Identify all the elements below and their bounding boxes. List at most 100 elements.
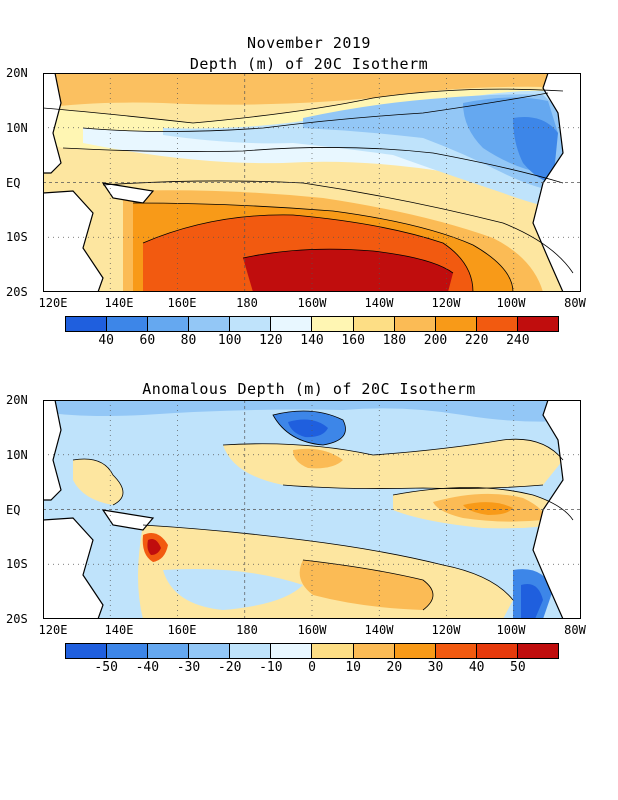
depth-colorbar-swatch (271, 317, 313, 331)
depth-colorbar (65, 316, 559, 332)
anomaly-y-label-10n: 10N (6, 448, 28, 462)
anomaly-y-label-10s: 10S (6, 557, 28, 571)
anomaly-colorbar-tick-label: 20 (386, 660, 403, 675)
anomaly-x-label-100w: 100W (496, 623, 526, 637)
depth-x-label-80w: 80W (564, 296, 586, 310)
anomaly-x-label-120w: 120W (431, 623, 461, 637)
depth-band-south-dark-red (243, 249, 453, 292)
anomaly-colorbar-swatch (394, 644, 436, 658)
depth-colorbar-tick-label: 80 (180, 333, 197, 348)
depth-y-label-eq: EQ (6, 176, 21, 190)
anomaly-x-label-160e: 160E (167, 623, 197, 637)
anomaly-colorbar-tick-label: 10 (345, 660, 361, 675)
anomaly-map-frame (43, 400, 581, 619)
anomaly-y-label-eq: EQ (6, 503, 21, 517)
depth-band-deep-blue (513, 117, 558, 183)
depth-colorbar-swatch (189, 317, 231, 331)
depth-colorbar-tick-label: 220 (464, 333, 489, 348)
depth-band-north-orange (43, 73, 581, 108)
anomaly-x-label-120e: 120E (38, 623, 68, 637)
anomaly-colorbar-swatch (476, 644, 518, 658)
depth-colorbar-tick-label: 140 (300, 333, 324, 348)
anomaly-x-label-180: 180 (236, 623, 258, 637)
depth-colorbar-tick-label: 240 (506, 333, 530, 348)
anomaly-colorbar-swatch (271, 644, 313, 658)
anomaly-colorbar-swatch (189, 644, 231, 658)
depth-x-label-140e: 140E (104, 296, 134, 310)
depth-colorbar-swatch (517, 317, 558, 331)
anomaly-land-new-guinea (101, 509, 155, 531)
depth-colorbar-tick-label: 100 (217, 333, 242, 348)
anomaly-colorbar-tick-label: -40 (135, 660, 160, 675)
depth-colorbar-swatch (435, 317, 477, 331)
anomaly-land-australia (43, 517, 104, 619)
anomaly-x-label-140w: 140W (364, 623, 394, 637)
anomaly-positive-east-core (463, 502, 513, 515)
anomaly-x-label-140e: 140E (104, 623, 134, 637)
depth-x-label-140w: 140W (364, 296, 394, 310)
depth-colorbar-swatch (107, 317, 149, 331)
anomaly-colorbar-tick-label: -20 (217, 660, 242, 675)
depth-colorbar-tick-label: 200 (423, 333, 448, 348)
anomaly-y-label-20s: 20S (6, 612, 28, 626)
depth-land-asia (43, 73, 62, 174)
depth-x-label-160w: 160W (297, 296, 327, 310)
anomaly-colorbar-tick-label: -30 (176, 660, 201, 675)
anomaly-x-label-160w: 160W (297, 623, 327, 637)
anomaly-y-label-20n: 20N (6, 393, 28, 407)
anomaly-colorbar-swatch (517, 644, 558, 658)
anomaly-x-label-80w: 80W (564, 623, 586, 637)
depth-colorbar-swatch (353, 317, 395, 331)
depth-y-label-10s: 10S (6, 230, 28, 244)
depth-x-label-100w: 100W (496, 296, 526, 310)
depth-colorbar-tick-label: 60 (139, 333, 156, 348)
anomaly-land-asia (43, 400, 62, 501)
anomaly-colorbar-swatch (435, 644, 477, 658)
anomaly-colorbar-swatch (148, 644, 190, 658)
anomaly-negative-southeast-core (521, 584, 543, 619)
depth-y-label-10n: 10N (6, 121, 28, 135)
anomaly-colorbar-tick-label: -10 (259, 660, 283, 675)
depth-gridlines (43, 73, 581, 292)
depth-map (43, 73, 581, 292)
depth-colorbar-tick-label: 160 (341, 333, 365, 348)
depth-colorbar-swatch (312, 317, 354, 331)
depth-colorbar-swatch (394, 317, 436, 331)
depth-x-label-120e: 120E (38, 296, 68, 310)
depth-colorbar-tick-label: 40 (98, 333, 114, 348)
anomaly-positive-south-mid (299, 560, 433, 610)
depth-y-label-20s: 20S (6, 285, 28, 299)
depth-colorbar-swatch (230, 317, 272, 331)
depth-contours (43, 88, 574, 292)
anomaly-colorbar-swatch (230, 644, 272, 658)
depth-y-label-20n: 20N (6, 66, 28, 80)
anomaly-colorbar-tick-label: 40 (468, 660, 485, 675)
anomaly-negative-south (163, 569, 303, 610)
depth-colorbar-swatch (66, 317, 108, 331)
anomaly-negative-core-north (288, 419, 328, 438)
anomaly-positive-core-west (147, 539, 161, 555)
depth-x-label-180: 180 (236, 296, 258, 310)
anomaly-contours (72, 410, 574, 611)
anomaly-colorbar (65, 643, 559, 659)
anomaly-colorbar-tick-label: 50 (510, 660, 526, 675)
figure-date-title: November 2019 (247, 34, 371, 52)
depth-x-label-160e: 160E (167, 296, 197, 310)
anomaly-positive-west (73, 459, 123, 505)
anomaly-colorbar-swatch (353, 644, 395, 658)
depth-x-label-120w: 120W (431, 296, 461, 310)
depth-colorbar-swatch (148, 317, 190, 331)
depth-land-australia (43, 190, 104, 292)
depth-colorbar-swatch (476, 317, 518, 331)
anomaly-panel-title: Anomalous Depth (m) of 20C Isotherm (142, 380, 476, 398)
anomaly-colorbar-tick-label: 0 (308, 660, 316, 675)
depth-colorbar-tick-label: 120 (259, 333, 283, 348)
anomaly-positive-cell-north (293, 448, 343, 469)
anomaly-colorbar-tick-label: -50 (94, 660, 118, 675)
anomaly-colorbar-swatch (66, 644, 108, 658)
depth-panel-title: Depth (m) of 20C Isotherm (189, 55, 429, 73)
depth-colorbar-tick-label: 180 (382, 333, 407, 348)
depth-map-frame (43, 73, 581, 292)
anomaly-gridlines (43, 400, 581, 619)
anomaly-colorbar-tick-label: 30 (427, 660, 444, 675)
